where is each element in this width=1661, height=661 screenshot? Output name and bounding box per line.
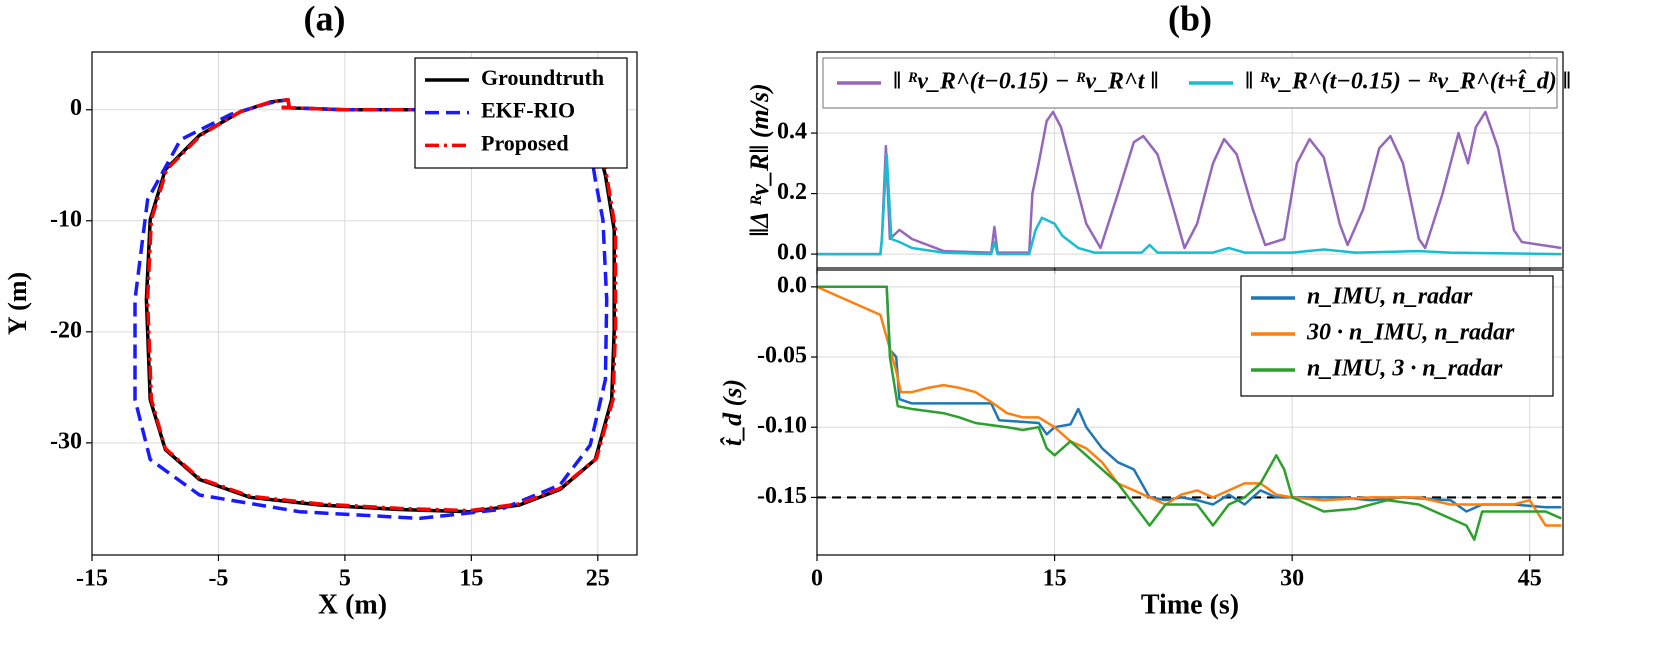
y-tick-label: -30 (50, 428, 82, 454)
axes-frame (816, 269, 1564, 556)
x-tick-label: 30 (1280, 566, 1304, 592)
y-axis-label: t̂_d (s) (718, 379, 747, 446)
panel-title: (b) (1168, 0, 1212, 38)
legend-label: n_IMU, 3 · n_radar (1307, 356, 1503, 382)
panel-title: (a) (304, 0, 346, 38)
legend-label: n_IMU, n_radar (1307, 284, 1473, 310)
y-tick-label: 0 (70, 95, 82, 121)
legend-box (1240, 275, 1554, 397)
y-tick-label: 0.2 (777, 179, 807, 205)
y-tick-label: 0.0 (777, 240, 807, 266)
x-tick-label: 25 (586, 566, 610, 592)
legend-label: 30 · n_IMU, n_radar (1306, 320, 1515, 346)
x-tick-label: -15 (76, 566, 108, 592)
series-line (817, 285, 1562, 527)
x-tick-label: 15 (1043, 566, 1067, 592)
y-tick-label: 0.0 (777, 272, 807, 298)
legend-label: ‖ ᴿv_R^(t−0.15) − ᴿv_R^(t+t̂_d) ‖ (1245, 69, 1571, 95)
y-tick-label: 0.4 (777, 119, 807, 145)
legend-label: ‖ ᴿv_R^(t−0.15) − ᴿv_R^t ‖ (893, 69, 1159, 95)
axes-frame (91, 51, 638, 556)
x-axis-label: Time (s) (1141, 589, 1239, 620)
y-tick-label: -20 (50, 317, 82, 343)
axes-frame (816, 51, 1564, 269)
y-tick-label: -10 (50, 206, 82, 232)
y-tick-label: -0.10 (757, 413, 807, 439)
y-axis-label: ‖Δ ᴿv_R‖ (m/s) (745, 83, 774, 236)
y-tick-label: -0.15 (757, 483, 807, 509)
x-tick-label: 45 (1518, 566, 1542, 592)
legend-label: EKF-RIO (481, 98, 575, 123)
series-line (817, 285, 1562, 541)
x-tick-label: -5 (208, 566, 228, 592)
y-tick-label: -0.05 (757, 343, 807, 369)
y-axis-label: Y (m) (3, 272, 32, 335)
series-line (817, 110, 1562, 256)
legend-label: Proposed (481, 130, 569, 155)
legend-label: Groundtruth (481, 65, 604, 90)
series-line (817, 153, 1562, 256)
x-tick-label: 15 (459, 566, 483, 592)
x-tick-label: 0 (811, 566, 823, 592)
x-tick-label: 5 (339, 566, 351, 592)
x-axis-label: X (m) (318, 589, 387, 620)
